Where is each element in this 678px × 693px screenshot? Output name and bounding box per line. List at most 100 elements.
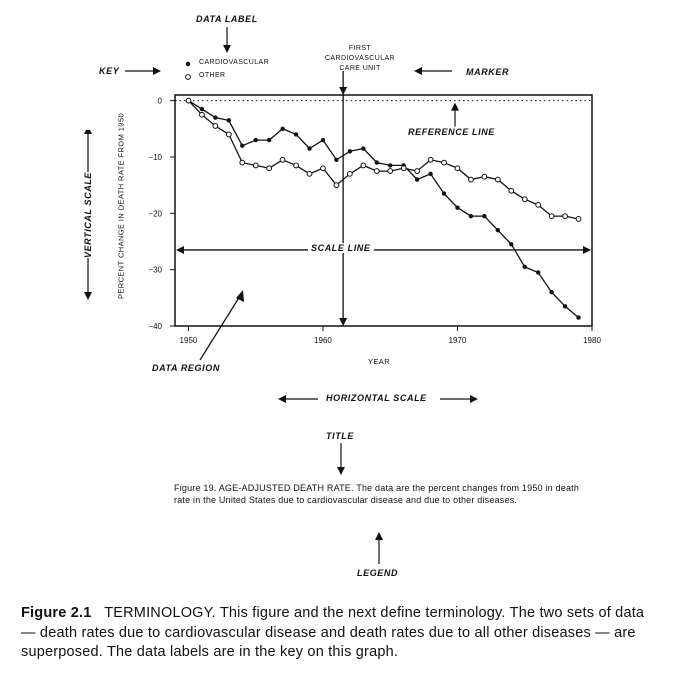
data-point-other [468,176,474,183]
series-line-other [188,100,579,220]
data-point-cardiovascular [482,213,487,219]
data-point-other [575,216,582,222]
x-tick-label: 1970 [449,336,467,345]
legend-arrow [375,532,383,564]
data-point-other [346,170,353,177]
line-chart: 0 −10 −20 −30 −40 1950 1960 1970 1980 [148,71,601,345]
data-point-cardiovascular [280,126,285,132]
vertical-scale-arrows [84,130,92,300]
data-point-other [252,162,259,169]
y-tick-label: −20 [148,209,162,218]
marker-arrow-top [339,87,348,95]
data-point-cardiovascular [361,146,366,151]
data-region-arrow [199,290,244,361]
marker-label-line-3: CARE UNIT [339,65,381,72]
y-tick-label: −40 [148,322,162,331]
ref-lines [175,71,592,326]
data-point-other [185,97,192,104]
data-point-cardiovascular [240,143,245,148]
data-point-other [212,123,219,129]
data-point-other [266,165,273,172]
key-marker-cardiovascular [185,61,191,67]
horizontal-scale-arrows [278,395,478,403]
data-point-other [441,159,447,166]
marker-annotation: MARKER [466,67,510,77]
marker-label-line-2: CARDIOVASCULAR [324,55,396,62]
data-point-cardiovascular [226,118,232,123]
data-point-cardiovascular [307,146,312,151]
data-point-other [293,162,299,169]
marker-arrow [414,67,452,75]
y-tick-label: −10 [148,153,162,162]
data-point-cardiovascular [509,242,514,247]
data-point-other [320,165,326,172]
scale-line-annotation: SCALE LINE [308,243,374,253]
data-point-cardiovascular [293,132,299,137]
data-point-cardiovascular [428,171,433,177]
data-point-cardiovascular [347,149,353,154]
x-tick-label: 1960 [314,336,332,345]
data-point-other [279,156,286,163]
reference-line-arrowhead [451,102,459,111]
marker-label: FIRST CARDIOVASCULAR CARE UNIT [300,44,420,74]
data-point-other [333,182,340,189]
data-point-other [548,213,555,220]
data-point-other [360,162,367,169]
key-arrow [125,67,161,75]
reference-line-annotation: REFERENCE LINE [408,127,495,137]
data-point-cardiovascular [549,289,554,295]
series-line-cardiovascular [188,100,579,318]
y-tick-label: 0 [158,97,163,106]
title-arrow [337,443,345,475]
scale-line-arrow-left [176,245,184,254]
data-point-other [239,159,246,166]
key-label-cardiovascular: CARDIOVASCULAR [199,59,270,66]
figure-caption-label: Figure 2.1 [21,605,92,621]
data-point-cardiovascular [199,106,205,112]
data-point-other [427,156,434,163]
data-point-other [508,187,515,194]
data-point-other [494,176,501,183]
series-lines [188,100,579,318]
horizontal-scale-annotation: HORIZONTAL SCALE [326,393,427,403]
data-point-cardiovascular [495,228,501,233]
data-point-cardiovascular [576,315,581,320]
data-point-cardiovascular [562,304,568,309]
data-point-cardiovascular [253,137,258,143]
data-point-other [521,196,528,203]
data-region-annotation: DATA REGION [152,363,220,373]
data-label-arrow [223,27,231,53]
data-point-cardiovascular [388,163,393,168]
data-label-annotation: DATA LABEL [196,14,258,24]
legend-annotation: LEGEND [357,568,399,578]
data-point-other [454,165,461,172]
key-marker-other [185,74,191,80]
plot-frame [174,94,593,327]
data-point-cardiovascular [320,137,326,143]
data-point-other [400,165,407,172]
x-tick-label: 1950 [180,336,198,345]
data-point-cardiovascular [266,137,272,143]
data-point-other [306,170,313,177]
data-point-other [373,168,380,174]
data-point-cardiovascular [522,264,527,270]
data-point-cardiovascular [535,270,541,275]
figure-caption: Figure 2.1 TERMINOLOGY. This figure and … [21,604,657,663]
title-annotation: TITLE [326,431,354,441]
data-point-other [225,131,232,138]
figure-caption-text: TERMINOLOGY. This figure and the next de… [21,605,645,660]
data-point-cardiovascular [334,157,339,162]
key-label-other: OTHER [199,72,226,79]
data-point-cardiovascular [455,205,460,210]
data-point-other [414,168,421,174]
key-annotation: KEY [99,66,120,76]
data-point-cardiovascular [414,177,420,182]
marker-arrow-bottom [339,318,348,326]
data-point-other [562,213,568,220]
scale-line-arrow-right [583,245,591,254]
data-point-cardiovascular [468,213,474,219]
inner-figure-caption: Figure 19. AGE-ADJUSTED DEATH RATE. The … [174,483,580,505]
key-markers [185,61,191,80]
y-tick-label: −30 [148,266,162,275]
data-point-other [199,111,205,118]
